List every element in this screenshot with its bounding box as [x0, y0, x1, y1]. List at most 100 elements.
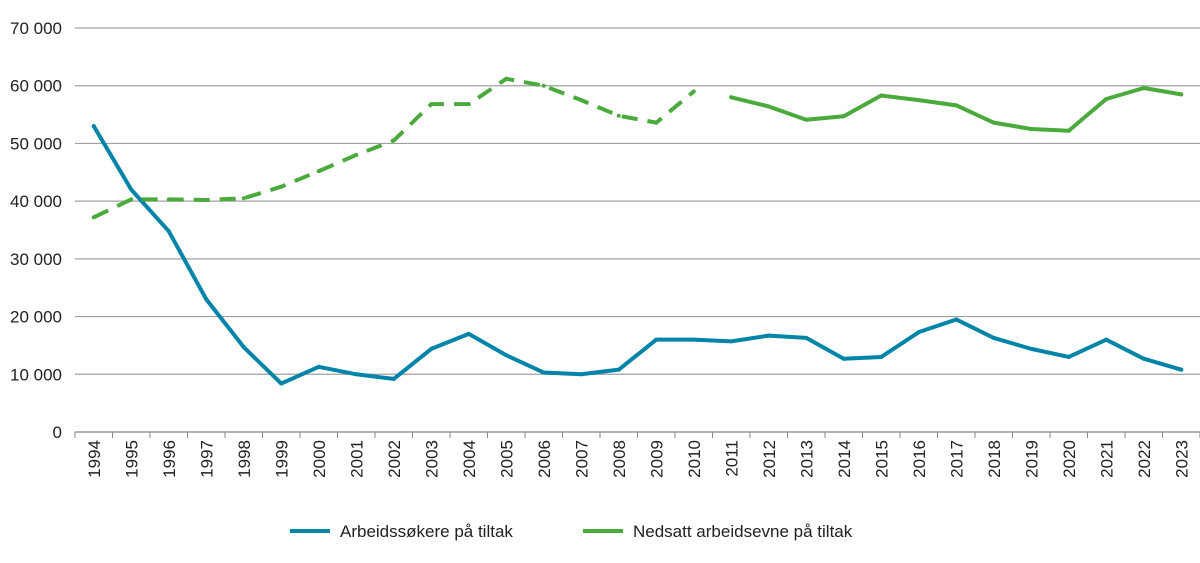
- data-point: [579, 372, 584, 377]
- series-line-dashed: [92, 76, 696, 220]
- gridlines: [75, 27, 1200, 433]
- legend-label-nedsatt-arbeidsevne: Nedsatt arbeidsevne på tiltak: [633, 522, 853, 541]
- data-point: [729, 95, 734, 100]
- data-point: [429, 102, 434, 107]
- data-point: [504, 76, 509, 81]
- data-point: [991, 120, 996, 125]
- data-point: [391, 376, 396, 381]
- data-point: [1029, 346, 1034, 351]
- x-tick-label: 2002: [385, 440, 404, 478]
- x-tick-label: 2004: [460, 440, 479, 478]
- data-point: [204, 297, 209, 302]
- data-point: [241, 196, 246, 201]
- data-point: [1066, 128, 1071, 133]
- x-tick-label: 2003: [422, 440, 441, 478]
- x-tick-label: 2000: [310, 440, 329, 478]
- x-tick-label: 2016: [910, 440, 929, 478]
- y-tick-label: 30 000: [10, 250, 62, 269]
- data-point: [204, 197, 209, 202]
- data-point: [354, 152, 359, 157]
- data-point: [1104, 96, 1109, 101]
- series-line-solid: [729, 86, 1184, 133]
- data-point: [466, 331, 471, 336]
- data-point: [129, 197, 134, 202]
- x-tick-label: 2023: [1172, 440, 1191, 478]
- x-tick-label: 2017: [947, 440, 966, 478]
- data-point: [616, 367, 621, 372]
- x-tick-label: 2011: [722, 440, 741, 477]
- x-tick-label: 2021: [1097, 440, 1116, 478]
- data-point: [1104, 337, 1109, 342]
- data-point: [841, 114, 846, 119]
- x-tick-label: 2018: [985, 440, 1004, 478]
- data-point: [316, 169, 321, 174]
- data-point: [691, 337, 696, 342]
- data-point: [241, 345, 246, 350]
- x-tick-label: 2020: [1060, 440, 1079, 478]
- data-point: [954, 317, 959, 322]
- x-tick-label: 2010: [685, 440, 704, 478]
- data-point: [429, 346, 434, 351]
- x-tick-label: 2022: [1135, 440, 1154, 478]
- data-point: [916, 98, 921, 103]
- data-point: [354, 372, 359, 377]
- data-point: [466, 102, 471, 107]
- data-point: [879, 93, 884, 98]
- y-tick-label: 50 000: [10, 134, 62, 153]
- data-point: [916, 330, 921, 335]
- data-point: [991, 335, 996, 340]
- data-point: [541, 370, 546, 375]
- legend: Arbeidssøkere på tiltak Nedsatt arbeidse…: [290, 522, 853, 541]
- x-tick-label: 1994: [85, 440, 104, 478]
- x-tick-label: 1997: [197, 440, 216, 478]
- y-tick-label: 20 000: [10, 308, 62, 327]
- x-tick-label: 2001: [347, 440, 366, 478]
- data-point: [729, 339, 734, 344]
- data-point: [504, 353, 509, 358]
- data-point: [804, 335, 809, 340]
- data-point: [1141, 86, 1146, 91]
- x-tick-label: 2006: [535, 440, 554, 478]
- x-axis: 1994 1995 1996 1997 1998 1999 2000 2001 2002 2003…: [74, 432, 1200, 478]
- x-tick-label: 2008: [610, 440, 629, 478]
- y-tick-label: 60 000: [10, 77, 62, 96]
- y-axis: 0 10 000 20 000 30 000 40 000 50 000 60 000 70 …: [10, 19, 62, 442]
- x-tick-label: 1998: [235, 440, 254, 478]
- data-point: [766, 333, 771, 338]
- data-point: [616, 113, 621, 118]
- legend-label-arbeidssokere: Arbeidssøkere på tiltak: [340, 522, 513, 541]
- x-tick-label: 2013: [797, 440, 816, 478]
- x-tick-label: 2009: [647, 440, 666, 478]
- data-point: [804, 117, 809, 122]
- data-point: [279, 184, 284, 189]
- data-point: [954, 103, 959, 108]
- x-tick-label: 1996: [160, 440, 179, 478]
- data-point: [1066, 354, 1071, 359]
- data-point: [579, 98, 584, 103]
- data-point: [91, 215, 96, 220]
- x-tick-label: 2015: [872, 440, 891, 478]
- data-point: [654, 120, 659, 125]
- series-lines: [91, 76, 1184, 386]
- data-point: [279, 381, 284, 386]
- data-point: [1179, 92, 1184, 97]
- data-point: [391, 138, 396, 143]
- y-tick-label: 70 000: [10, 19, 62, 38]
- data-point: [541, 83, 546, 88]
- y-tick-label: 0: [53, 423, 62, 442]
- data-point: [1029, 127, 1034, 131]
- x-tick-label: 2012: [760, 440, 779, 478]
- data-point: [129, 187, 134, 192]
- y-tick-label: 40 000: [10, 192, 62, 211]
- x-tick-label: 2019: [1022, 440, 1041, 478]
- data-point: [166, 197, 171, 202]
- x-tick-label: 2014: [835, 440, 854, 478]
- x-tick-label: 2007: [572, 440, 591, 478]
- data-point: [166, 229, 171, 234]
- data-point: [1179, 367, 1184, 372]
- data-point: [691, 89, 696, 94]
- data-point: [1141, 356, 1146, 361]
- x-tick-label: 1995: [122, 440, 141, 478]
- x-tick-label: 2005: [497, 440, 516, 478]
